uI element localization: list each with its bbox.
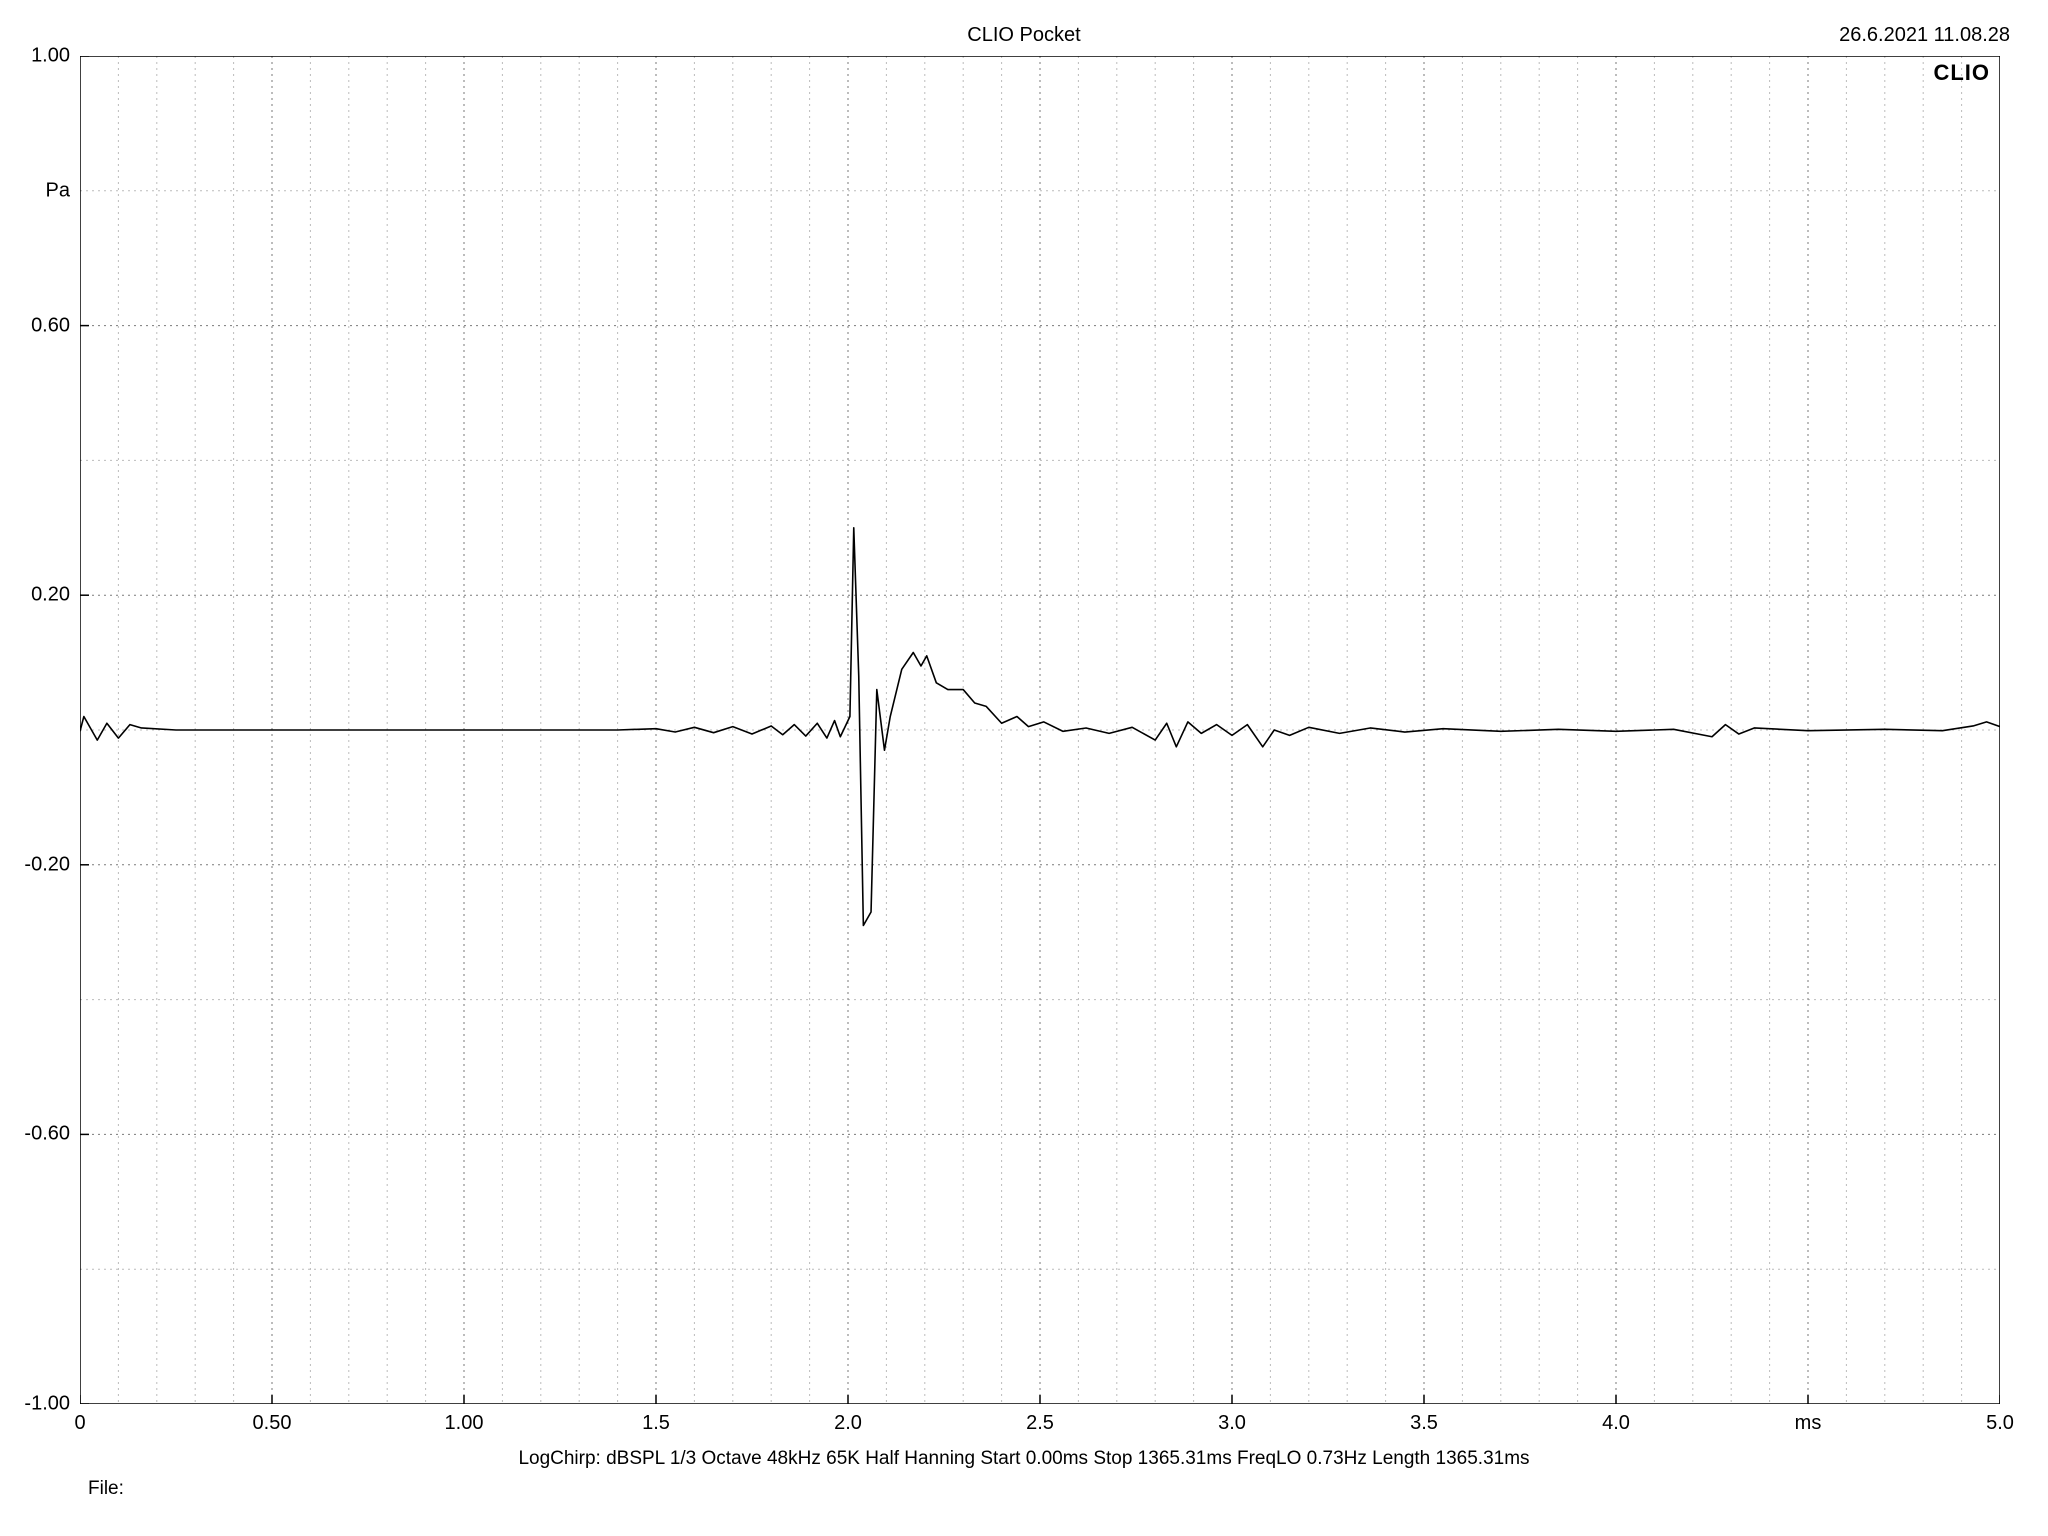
ytick-label: 0.60 [31, 314, 70, 337]
footer-parameters: LogChirp: dBSPL 1/3 Octave 48kHz 65K Hal… [0, 1448, 2048, 1470]
xtick-label: 3.5 [1410, 1412, 1438, 1435]
plot-area: CLIO -1.00-0.60-0.200.200.601.00Pa00.501… [80, 56, 2000, 1404]
xtick-label: 0.50 [253, 1412, 292, 1435]
xtick-label: 4.0 [1602, 1412, 1630, 1435]
xtick-label: 1.00 [445, 1412, 484, 1435]
x-axis-unit: ms [1795, 1412, 1822, 1435]
xtick-label: 2.5 [1026, 1412, 1054, 1435]
xtick-label: 0 [74, 1412, 85, 1435]
xtick-label: 1.5 [642, 1412, 670, 1435]
plot-svg [80, 56, 2000, 1404]
xtick-label: 5.0 [1986, 1412, 2014, 1435]
ytick-label: -1.00 [24, 1393, 70, 1416]
xtick-label: 3.0 [1218, 1412, 1246, 1435]
chart-title: CLIO Pocket [0, 24, 2048, 47]
watermark: CLIO [1933, 60, 1990, 86]
y-axis-unit: Pa [46, 179, 70, 202]
xtick-label: 2.0 [834, 1412, 862, 1435]
ytick-label: -0.20 [24, 853, 70, 876]
chart-timestamp: 26.6.2021 11.08.28 [1839, 24, 2010, 47]
ytick-label: -0.60 [24, 1123, 70, 1146]
ytick-label: 1.00 [31, 45, 70, 68]
file-label: File: [88, 1478, 124, 1500]
ytick-label: 0.20 [31, 584, 70, 607]
